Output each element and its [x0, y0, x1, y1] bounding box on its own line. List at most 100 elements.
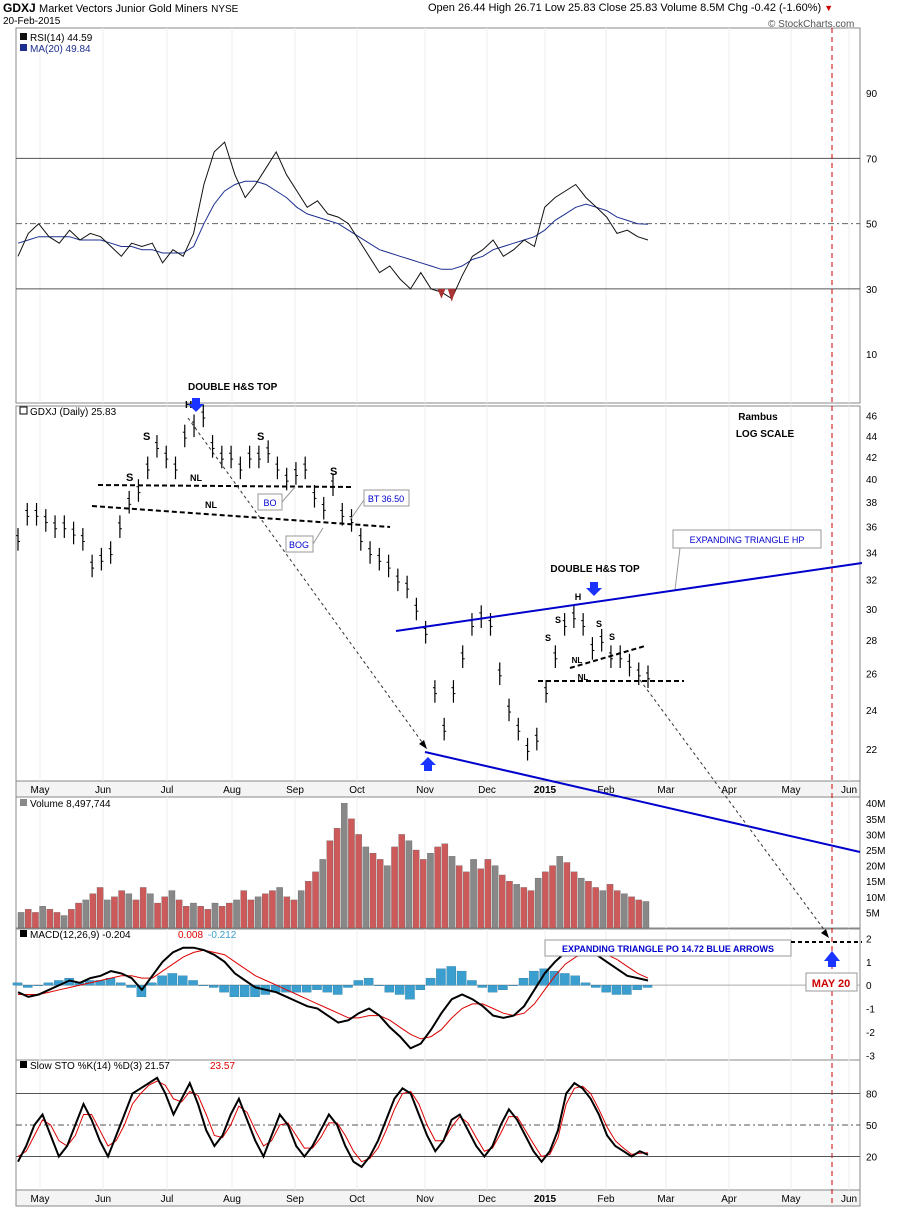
price-tick-label: 38 — [866, 498, 878, 509]
arrow-up-triangle-low — [420, 757, 436, 771]
macd-hist-bar — [188, 980, 198, 986]
chart-date: 20-Feb-2015 — [3, 16, 61, 27]
month-label: Nov — [416, 785, 434, 796]
target-date-box — [805, 972, 858, 992]
sto-tick-label: 50 — [866, 1121, 878, 1132]
volume-bar — [341, 803, 348, 929]
macd-hist-bar — [518, 977, 529, 986]
annotation-bt: BT 36.50 — [368, 494, 404, 504]
macd-hist-bar — [322, 984, 333, 993]
sto-tick-label: 20 — [866, 1152, 878, 1163]
annotation-left-s3: S — [126, 472, 133, 484]
price-tick-label: 40 — [866, 475, 878, 486]
macd-hist-bar — [116, 982, 126, 986]
volume-bar — [391, 846, 398, 929]
annotation-bog: BOG — [289, 540, 309, 550]
macd-hist-bar — [394, 984, 405, 995]
volume-bar — [499, 874, 506, 929]
volume-bar — [578, 877, 585, 929]
volume-bar — [247, 899, 255, 929]
volume-bar — [254, 896, 262, 929]
volume-bar — [39, 906, 46, 929]
price-tick-label: 36 — [866, 523, 878, 534]
macd-hist-bar — [425, 977, 436, 986]
annotation-left-s4: S — [330, 466, 337, 478]
price-legend-swatch — [19, 406, 28, 415]
macd-hist-bar — [147, 982, 157, 986]
measured-move-left — [187, 417, 428, 750]
volume-bar — [96, 887, 104, 929]
ohlc-summary: Open 26.44 High 26.71 Low 25.83 Close 25… — [428, 2, 833, 14]
macd-hist-bar — [549, 970, 560, 986]
price-tick-label: 28 — [866, 636, 878, 647]
rsi-line — [17, 141, 649, 300]
volume-bar — [398, 834, 405, 929]
month-axis-strip — [15, 780, 861, 798]
volume-bar — [556, 856, 563, 929]
volume-bar — [319, 859, 326, 929]
volume-bar — [68, 909, 75, 929]
rsi-ma-line — [17, 180, 649, 270]
arrow-down-right-head — [586, 582, 602, 596]
volume-bar — [190, 902, 197, 929]
volume-bar — [154, 902, 161, 929]
volume-bar — [290, 899, 298, 929]
volume-bar — [326, 840, 334, 929]
volume-bar — [506, 881, 513, 929]
annotation-expanding-triangle-hp: EXPANDING TRIANGLE HP — [690, 535, 805, 545]
month-label: Jun — [841, 785, 857, 796]
rsi-legend-swatch — [20, 33, 27, 40]
month-label-bottom: Feb — [597, 1194, 615, 1205]
volume-bar — [82, 899, 89, 929]
target-date: MAY 20 — [812, 978, 851, 990]
annotation-right-nl-upper: NL — [572, 656, 583, 665]
month-label: 2015 — [534, 785, 557, 796]
volume-bar — [635, 899, 642, 929]
macd-hist-bar — [415, 984, 426, 990]
month-label: May — [31, 785, 50, 796]
month-label: Jun — [95, 785, 111, 796]
volume-bar — [104, 899, 111, 929]
rsi-tick-label: 70 — [866, 154, 878, 165]
month-label-bottom: Apr — [721, 1194, 737, 1205]
volume-bar — [262, 893, 269, 929]
down-triangle-icon: ▼ — [824, 3, 834, 13]
panel-frame-rsi — [15, 27, 861, 404]
volume-bar — [276, 887, 283, 929]
volume-bar — [484, 859, 492, 929]
volume-tick-label: 35M — [866, 815, 885, 826]
volume-bar — [520, 887, 528, 929]
macd-hist-bar — [363, 977, 374, 986]
macd-hist-bar — [611, 984, 622, 995]
sto-tick-label: 80 — [866, 1090, 878, 1101]
volume-bar — [441, 843, 449, 929]
macd-hist-bar — [332, 984, 343, 995]
macd-tick-label: -2 — [866, 1028, 875, 1039]
macd-hist-bar — [405, 984, 415, 1000]
volume-tick-label: 10M — [866, 893, 885, 904]
volume-bar — [32, 912, 39, 929]
volume-tick-label: 25M — [866, 846, 885, 857]
volume-bar — [563, 862, 571, 929]
volume-bar — [46, 909, 54, 929]
annotation-left-double-hs-top: DOUBLE H&S TOP — [188, 382, 278, 393]
macd-hist-bar — [374, 984, 384, 986]
annotation-right-double-hs-top: DOUBLE H&S TOP — [550, 564, 640, 575]
target-text-box — [544, 939, 792, 957]
volume-bar — [168, 890, 176, 929]
volume-bar — [405, 840, 413, 929]
sto-k-line — [17, 1076, 649, 1169]
macd-hist-bar — [353, 980, 364, 986]
macd-hist-bar — [33, 984, 43, 986]
measured-move-right-arrowhead — [821, 929, 829, 938]
volume-bar — [240, 890, 247, 929]
volume-bar — [455, 865, 463, 929]
exchange: NYSE — [211, 4, 239, 15]
macd-hist-bar — [177, 975, 188, 986]
symbol-title: GDXJ Market Vectors Junior Gold Miners N… — [3, 1, 238, 15]
volume-bar — [197, 906, 204, 929]
volume-bar — [527, 890, 535, 929]
volume-bar — [549, 865, 556, 929]
rsi-ma-legend-swatch — [20, 44, 27, 51]
volume-bar — [161, 896, 168, 929]
